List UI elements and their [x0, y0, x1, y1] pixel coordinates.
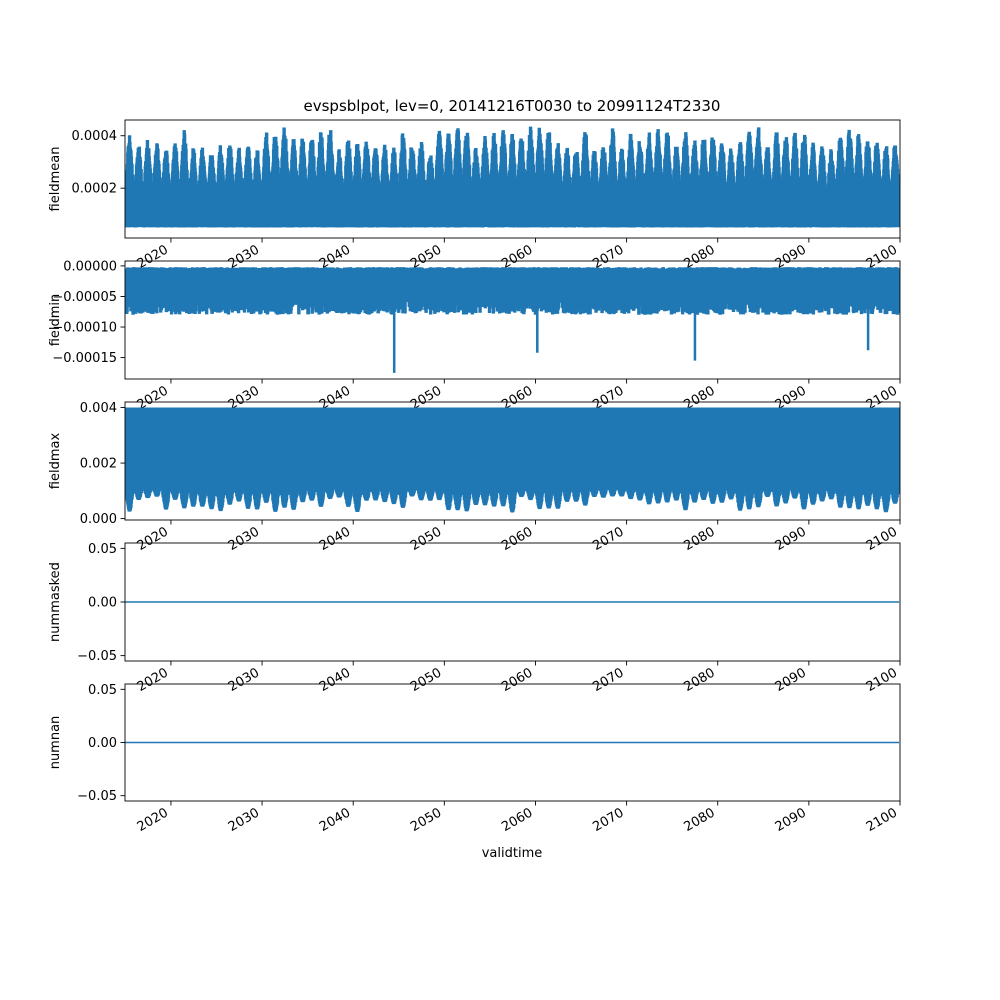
x-tick-label: 2070 [590, 805, 626, 835]
x-axis-label: validtime [482, 846, 543, 861]
y-axis-label: fieldmin [48, 294, 63, 347]
data-layer [125, 267, 900, 373]
y-tick-label: 0.002 [80, 457, 117, 472]
axes-frame [124, 401, 901, 521]
y-tick-label: 0.00 [88, 736, 117, 751]
y-tick-label: 0.00 [88, 596, 117, 611]
data-layer [125, 126, 900, 228]
subplot-fieldmax: 0.000 0.002 0.004 2020 2030 2040 2050 2060 2070 2… [48, 401, 901, 554]
x-tick-label: 2100 [864, 805, 900, 835]
x-tick-label: 2080 [682, 524, 718, 554]
y-tick-label: 0.05 [88, 542, 117, 557]
x-tick-label: 2040 [317, 524, 353, 554]
x-tick-label: 2060 [499, 805, 535, 835]
series-line [125, 267, 900, 315]
x-tick-label: 2050 [408, 805, 444, 835]
x-tick-label: 2020 [135, 665, 171, 695]
axes-frame [124, 119, 901, 239]
subplot-numnan: 0.05 0.00 −0.05 2020 2030 2040 2050 2060 2070 208… [48, 683, 901, 835]
data-layer [125, 407, 900, 513]
y-axis-label: fieldmean [48, 147, 63, 212]
x-tick-label: 2090 [773, 524, 809, 554]
axes-frame [124, 260, 901, 380]
x-tick-label: 2020 [135, 524, 171, 554]
y-tick-label: 0.0002 [72, 182, 118, 197]
x-tick-label: 2030 [226, 524, 262, 554]
x-tick-label: 2040 [317, 665, 353, 695]
y-axis-label: fieldmax [48, 433, 63, 490]
y-tick-label: 0.00000 [63, 259, 117, 274]
x-tick-label: 2040 [317, 805, 353, 835]
x-tick-label: 2030 [226, 665, 262, 695]
chart-title: evspsblpot, lev=0, 20141216T0030 to 2099… [304, 97, 721, 115]
x-tick-label: 2050 [408, 665, 444, 695]
subplot-stack: 0.0002 0.0004 2020 2030 2040 2050 2060 2070 2080… [48, 119, 901, 835]
y-tick-label: −0.05 [77, 789, 117, 804]
subplot-nummasked: 0.05 0.00 −0.05 2020 2030 2040 2050 2060 2070 208… [48, 542, 901, 695]
x-tick-label: 2070 [590, 524, 626, 554]
x-tick-label: 2060 [499, 665, 535, 695]
series-line [125, 126, 900, 228]
y-axis-label: nummasked [48, 562, 63, 642]
x-tick-label: 2070 [590, 665, 626, 695]
y-tick-label: 0.000 [80, 512, 117, 527]
y-axis-label: numnan [48, 716, 63, 770]
x-tick-label: 2060 [499, 524, 535, 554]
x-tick-label: 2050 [408, 524, 444, 554]
x-tick-label: 2080 [682, 805, 718, 835]
y-tick-label: −0.00005 [52, 290, 117, 305]
y-tick-label: 0.05 [88, 683, 117, 698]
x-tick-label: 2080 [682, 665, 718, 695]
x-tick-label: 2090 [773, 805, 809, 835]
x-tick-label: 2090 [773, 665, 809, 695]
x-tick-label: 2100 [864, 665, 900, 695]
y-tick-label: −0.00010 [52, 321, 117, 336]
series-line [125, 407, 900, 513]
y-tick-label: −0.00015 [52, 351, 117, 366]
x-tick-label: 2100 [864, 524, 900, 554]
y-tick-label: −0.05 [77, 649, 117, 664]
x-tick-label: 2020 [135, 805, 171, 835]
y-tick-label: 0.004 [80, 401, 117, 416]
x-tick-label: 2030 [226, 805, 262, 835]
y-tick-label: 0.0004 [72, 129, 118, 144]
